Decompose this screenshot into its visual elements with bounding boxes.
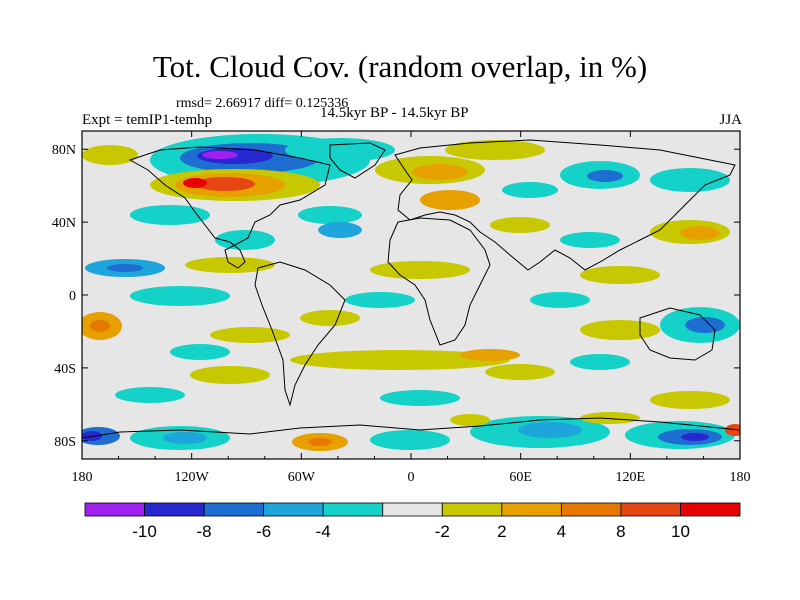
anomaly-blob: [725, 424, 740, 436]
anomaly-blob: [380, 390, 460, 406]
colorbar-swatch: [501, 502, 562, 517]
anomaly-blob: [183, 178, 207, 188]
antarctica-coastline: [82, 417, 740, 439]
colorbar-swatch: [203, 502, 265, 517]
anomaly-blob: [82, 145, 138, 165]
africa-coastline: [387, 217, 491, 346]
colorbar-swatch: [560, 502, 622, 517]
colorbar-label: 2: [497, 522, 506, 541]
greenland-coastline: [329, 142, 386, 179]
anomaly-blob: [298, 206, 362, 224]
australia-coastline: [639, 307, 716, 361]
lat-tick-label: 40N: [52, 216, 76, 231]
lat-tick-label: 80N: [52, 143, 76, 158]
anomaly-blob: [195, 177, 255, 191]
anomaly-blob: [580, 266, 660, 284]
colorbar-swatch: [144, 502, 205, 517]
lat-tick-label: 0: [69, 289, 76, 304]
anomaly-blob: [370, 261, 470, 279]
colorbar-swatch: [84, 502, 145, 517]
south-america-coastline: [254, 261, 346, 407]
anomaly-blob: [210, 327, 290, 343]
anomaly-blob: [130, 286, 230, 306]
rmsd-diff-stats: rmsd= 2.66917 diff= 0.125336: [176, 96, 349, 111]
colorbar-label: -2: [435, 522, 450, 541]
lat-tick-label: 40S: [54, 362, 76, 377]
colorbar: -10 -8 -6 -4 -2 2 4 8 10: [84, 502, 741, 541]
colorbar-swatch: [441, 502, 503, 517]
anomaly-blob: [130, 205, 210, 225]
period-label: 14.5kyr BP - 14.5kyr BP: [320, 105, 469, 121]
anomaly-blob: [560, 232, 620, 248]
anomaly-blob: [502, 182, 558, 198]
colorbar-swatch: [680, 502, 741, 517]
anomaly-blob: [450, 414, 490, 426]
lon-tick-label: 120E: [616, 470, 646, 485]
anomaly-blob: [580, 412, 640, 424]
lon-tick-label: 60E: [509, 470, 532, 485]
lon-tick-label: 180: [72, 470, 93, 485]
anomaly-blob: [190, 366, 270, 384]
europe-asia-coastline: [394, 139, 736, 271]
anomaly-blob: [285, 138, 395, 162]
season-label: JJA: [719, 112, 742, 128]
anomaly-blob: [202, 151, 238, 159]
anomaly-field: [82, 134, 740, 451]
anomaly-blob: [185, 257, 275, 273]
anomaly-blob: [518, 422, 582, 438]
colorbar-label: -8: [197, 522, 212, 541]
anomaly-blob: [680, 226, 720, 240]
anomaly-blob: [650, 391, 730, 409]
north-america-coastline: [128, 146, 331, 269]
colorbar-swatch: [620, 502, 681, 517]
anomaly-blob: [570, 354, 630, 370]
anomaly-blob: [318, 222, 362, 238]
anomaly-blob: [485, 364, 555, 380]
anomaly-blob: [308, 438, 332, 446]
lon-tick-label: 180: [730, 470, 751, 485]
anomaly-blob: [345, 292, 415, 308]
anomaly-blob: [530, 292, 590, 308]
anomaly-blob: [460, 349, 520, 361]
colorbar-label: -6: [256, 522, 271, 541]
colorbar-label: 4: [557, 522, 566, 541]
anomaly-blob: [370, 430, 450, 450]
anomaly-blob: [115, 387, 185, 403]
coastlines: [82, 139, 740, 439]
colorbar-swatch: [263, 502, 324, 517]
anomaly-blob: [412, 164, 468, 180]
anomaly-blob: [107, 264, 143, 272]
anomaly-blob: [580, 320, 660, 340]
lon-tick-label: 0: [408, 470, 415, 485]
colorbar-label: -10: [132, 522, 157, 541]
map-axes: 180 120W 60W 0 60E 120E 180 80N 40N 0 40S 80S: [52, 131, 751, 485]
anomaly-blob: [290, 350, 510, 370]
chart-title: Tot. Cloud Cov. (random overlap, in %): [152, 49, 648, 84]
anomaly-blob: [445, 140, 545, 160]
colorbar-label: 8: [616, 522, 625, 541]
anomaly-blob: [587, 170, 623, 182]
lon-tick-label: 120W: [175, 470, 210, 485]
anomaly-blob: [685, 317, 725, 333]
anomaly-blob: [681, 433, 709, 441]
colorbar-label: -4: [316, 522, 331, 541]
lat-tick-label: 80S: [54, 435, 76, 450]
colorbar-swatch: [382, 502, 443, 517]
experiment-label: Expt = temIP1-temhp: [82, 112, 213, 128]
anomaly-blob: [420, 190, 480, 210]
lon-tick-label: 60W: [288, 470, 316, 485]
anomaly-blob: [650, 168, 730, 192]
anomaly-blob: [300, 310, 360, 326]
anomaly-blob: [90, 320, 110, 332]
colorbar-swatch: [322, 502, 384, 517]
anomaly-blob: [490, 217, 550, 233]
colorbar-label: 10: [671, 522, 690, 541]
anomaly-blob: [163, 432, 207, 444]
anomaly-blob: [170, 344, 230, 360]
